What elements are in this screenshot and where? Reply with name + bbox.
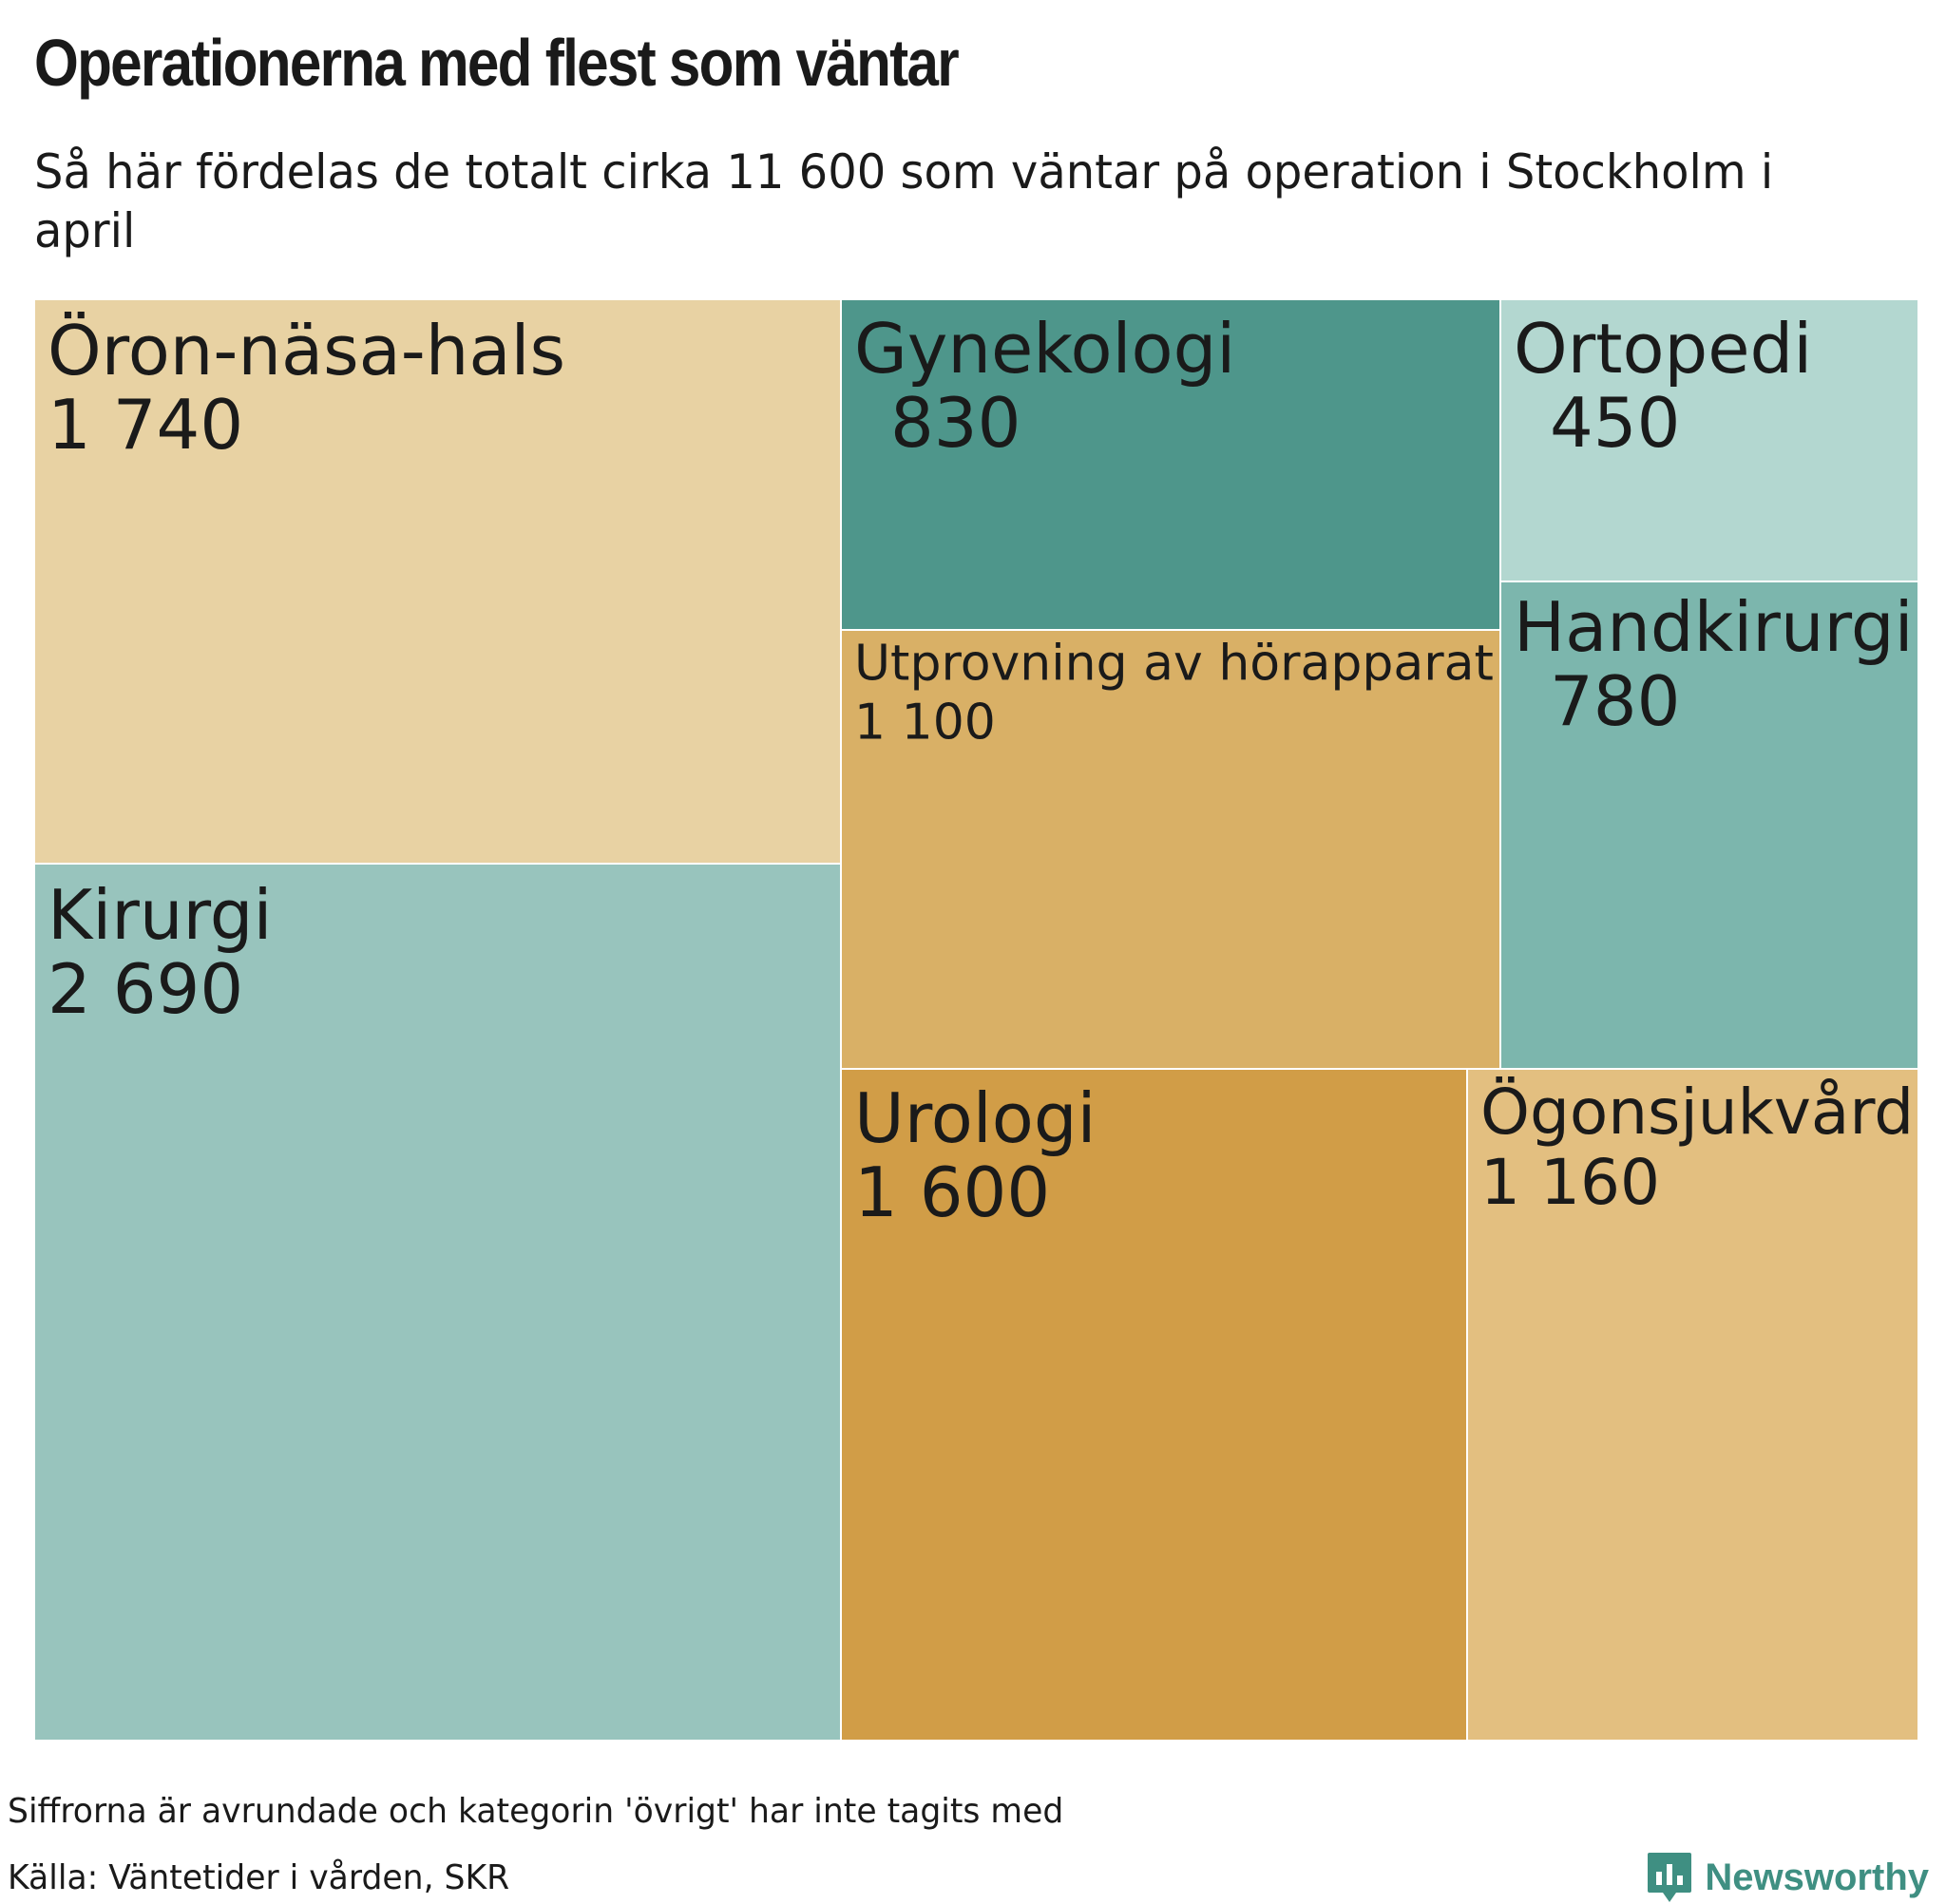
treemap-rect-6	[1499, 581, 1919, 1070]
treemap-value-label: 780	[1550, 661, 1680, 741]
treemap-rect-4	[840, 1068, 1468, 1742]
treemap-rect-1	[33, 863, 842, 1742]
treemap-value-label: 830	[890, 383, 1021, 463]
treemap-value-label: 1 160	[1480, 1146, 1660, 1219]
treemap-category-label: Handkirurgi	[1514, 587, 1914, 667]
treemap-category-label: Ögonsjukvård	[1480, 1076, 1914, 1149]
treemap-category-label: Öron-näsa-hals	[48, 311, 565, 390]
treemap-category-label: Kirurgi	[48, 875, 273, 955]
treemap-value-label: 2 690	[48, 949, 243, 1029]
treemap-rect-7	[1466, 1068, 1919, 1742]
newsworthy-logo: Newsworthy	[1646, 1851, 1929, 1904]
treemap-category-label: Urologi	[854, 1078, 1097, 1158]
treemap-value-label: 1 100	[854, 695, 996, 752]
treemap-rect-5	[1499, 298, 1919, 582]
newsworthy-logo-icon	[1648, 1853, 1692, 1902]
brand-name: Newsworthy	[1705, 1856, 1929, 1898]
footnote: Siffrorna är avrundade och kategorin 'öv…	[8, 1792, 1064, 1831]
treemap-category-label: Gynekologi	[854, 309, 1235, 389]
treemap-value-label: 1 740	[48, 385, 243, 465]
treemap-category-label: Ortopedi	[1514, 309, 1812, 389]
chart-subtitle: Så här fördelas de totalt cirka 11 600 s…	[34, 144, 1774, 258]
treemap-value-label: 450	[1550, 383, 1680, 463]
source-note: Källa: Väntetider i vården, SKR	[8, 1858, 510, 1897]
treemap-value-label: 1 600	[854, 1152, 1050, 1232]
chart-title: Operationerna med flest som väntar	[34, 26, 960, 100]
treemap-category-label: Utprovning av hörapparat	[854, 636, 1494, 693]
treemap-rect-3	[840, 629, 1501, 1070]
